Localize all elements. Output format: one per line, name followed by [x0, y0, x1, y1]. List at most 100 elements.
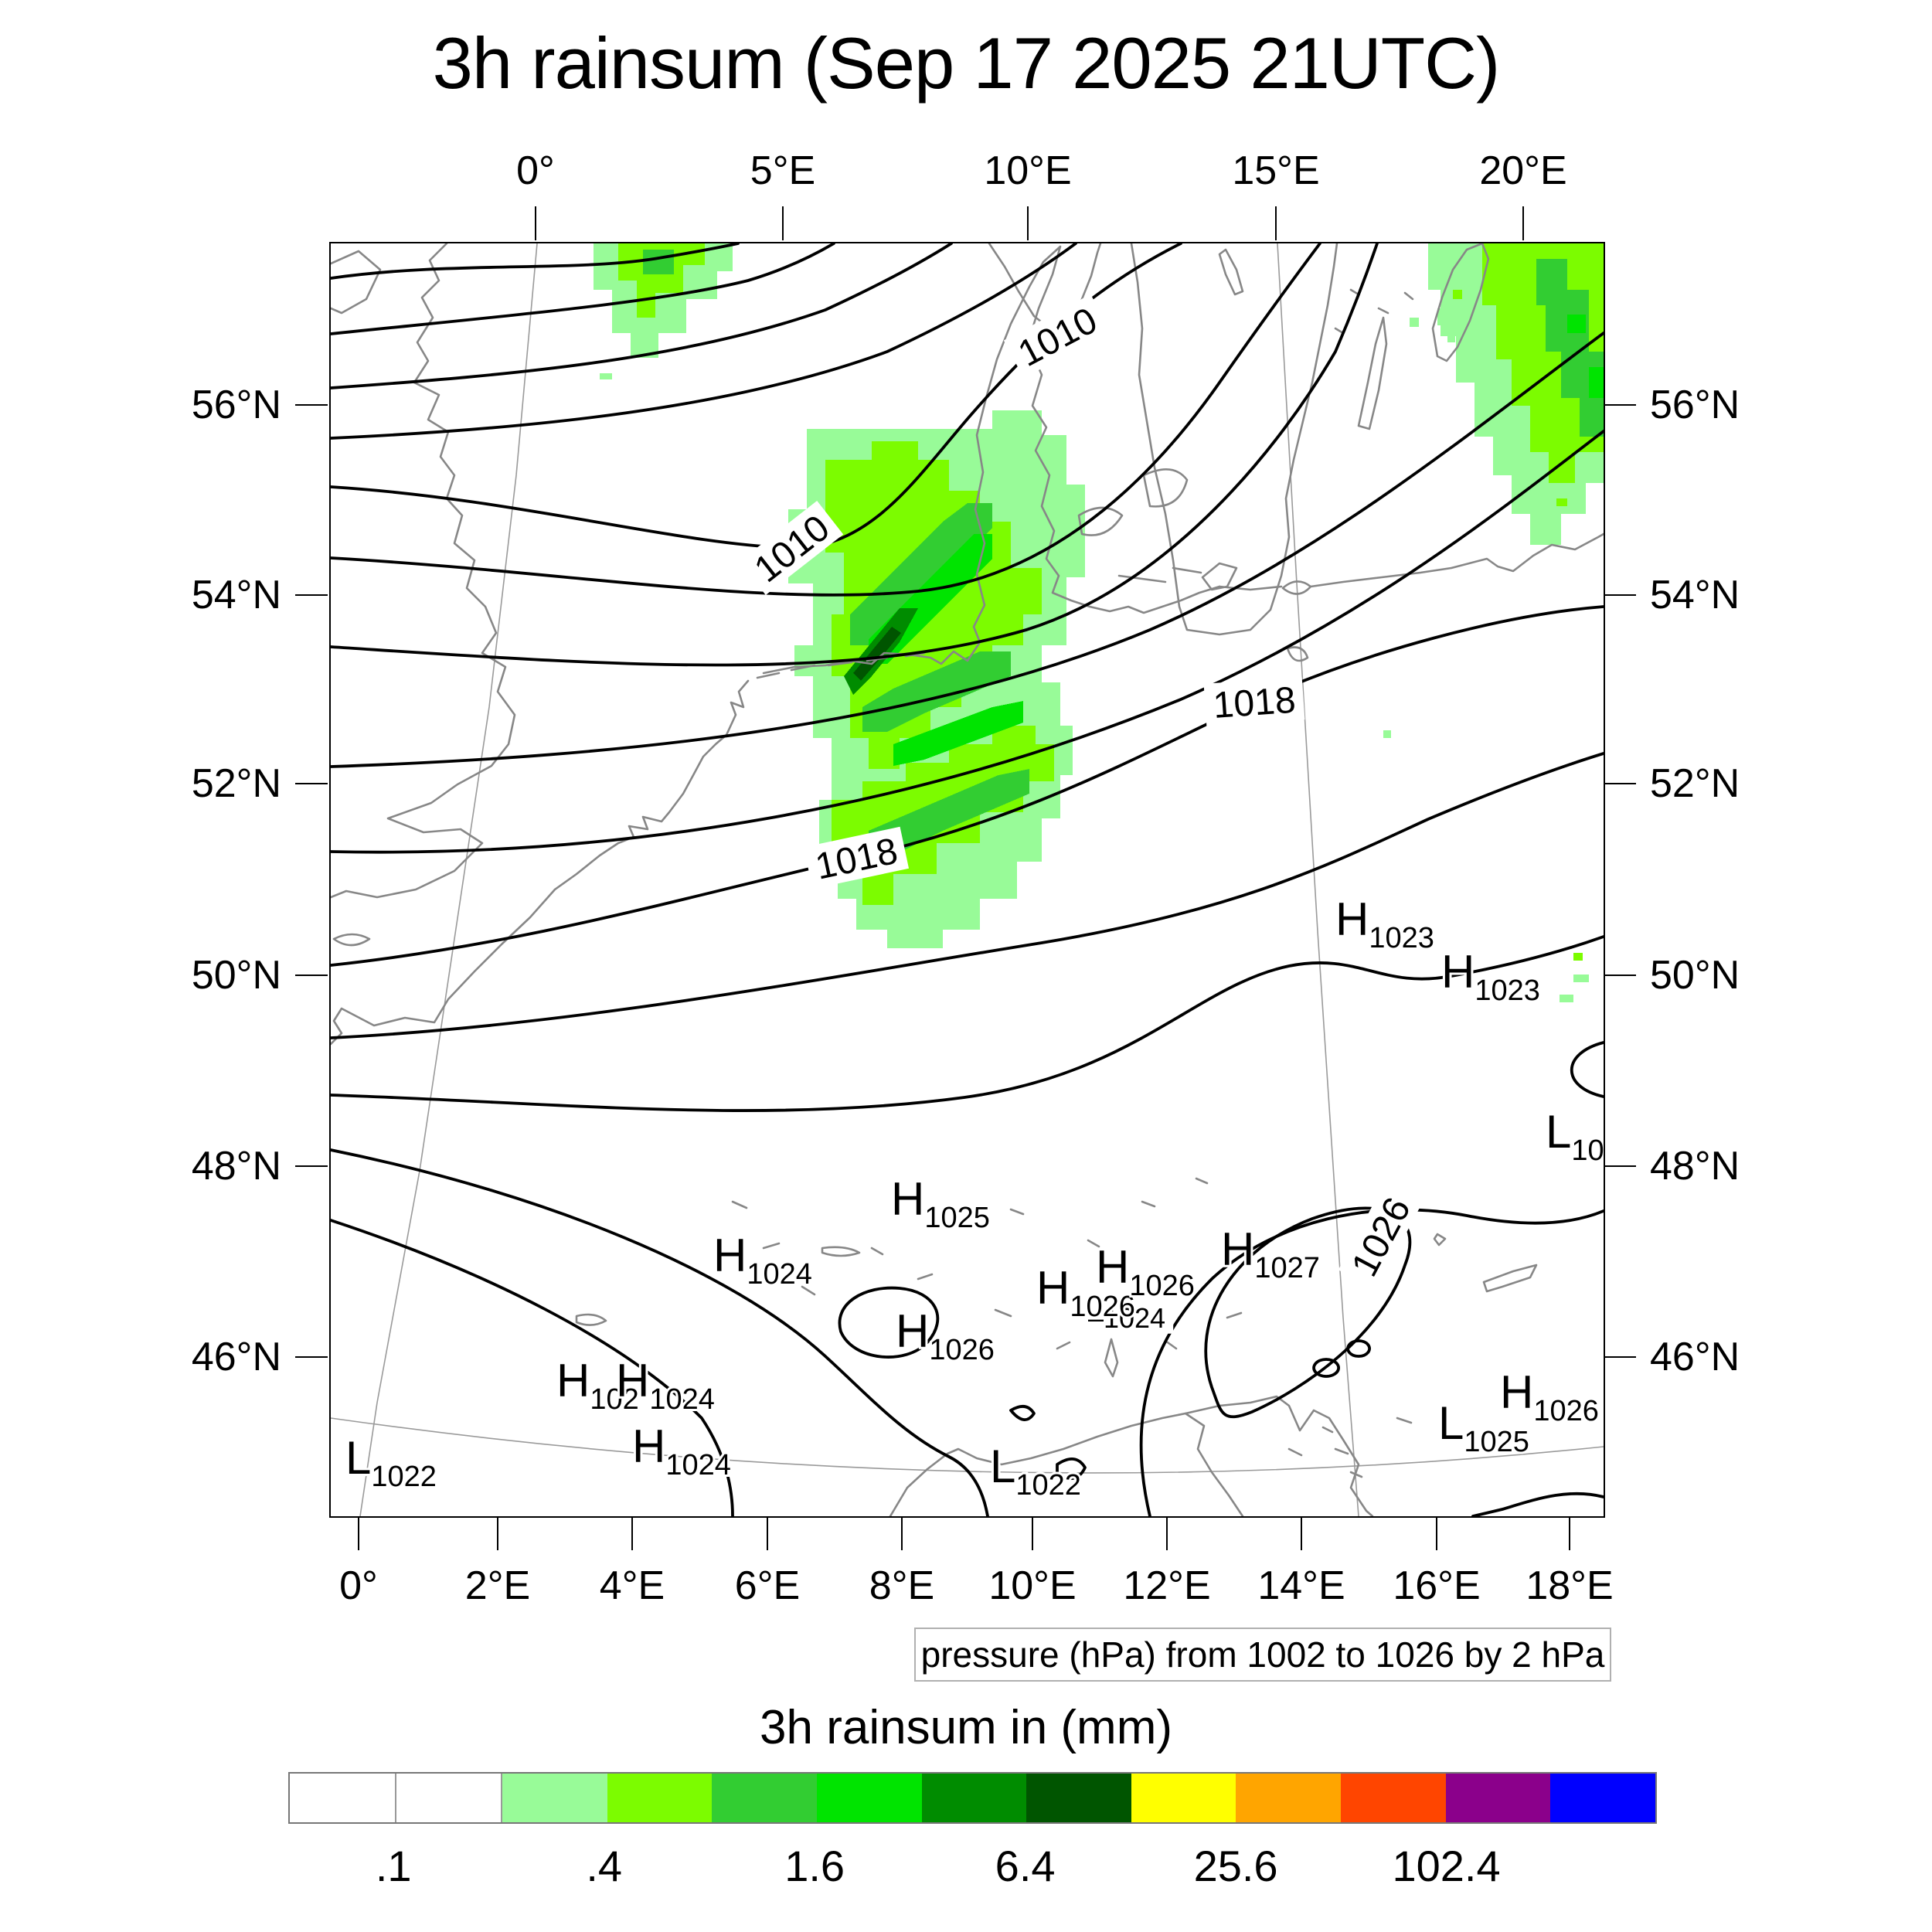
isobar-line [331, 243, 1379, 667]
left-tick [295, 404, 328, 406]
coastline [1104, 1338, 1119, 1378]
pressure-caption-text: pressure (hPa) from 1002 to 1026 by 2 hP… [920, 1634, 1605, 1675]
isobar-line [331, 1219, 734, 1516]
isobar-line [331, 243, 740, 280]
coastline [1482, 1264, 1538, 1293]
isobar-line [331, 430, 1604, 854]
coastline [1433, 1233, 1447, 1247]
isobar-line [331, 1148, 989, 1516]
bottom-tick [1301, 1516, 1302, 1550]
isobar-line [1204, 1206, 1412, 1419]
colorbar-cell [712, 1774, 818, 1822]
colorbar-cell [1026, 1774, 1131, 1822]
rain-polygon [850, 503, 992, 645]
map-svg: 10101010101810181026–1024H1023H1023L1023… [331, 243, 1604, 1516]
left-tick [295, 1356, 328, 1358]
rain-polygon [869, 769, 1029, 855]
isobar-line [331, 935, 1604, 1112]
graticule-line [359, 243, 538, 1516]
isobar-line [331, 332, 1604, 768]
right-tick [1604, 594, 1636, 596]
map-canvas: 10101010101810181026–1024H1023H1023L1023… [329, 242, 1605, 1518]
colorbar-tick-label: 6.4 [995, 1842, 1056, 1890]
colorbar [288, 1772, 1657, 1824]
top-tick [1522, 206, 1524, 240]
lon-label-bottom: 12°E [1123, 1563, 1211, 1608]
lat-label-right: 54°N [1650, 573, 1740, 617]
rain-polygon [1536, 259, 1604, 437]
colorbar-cell [290, 1774, 396, 1822]
isobar-line [1570, 1041, 1604, 1098]
pressure-center-H: H1025 [891, 1173, 990, 1234]
rain-cell [1556, 498, 1567, 506]
lon-label-bottom: 16°E [1393, 1563, 1481, 1608]
coastline [331, 243, 516, 899]
lat-label-right: 48°N [1650, 1144, 1740, 1189]
pressure-center-H: H1024 [713, 1230, 812, 1291]
rain-cell [1447, 335, 1455, 342]
lon-label-bottom: 0° [339, 1563, 378, 1608]
lon-label-top: 15°E [1232, 148, 1320, 193]
right-tick [1604, 1165, 1636, 1167]
colorbar-cell [502, 1774, 607, 1822]
pressure-center-H: H1026 [1500, 1366, 1599, 1427]
rain-cell [1383, 730, 1391, 738]
pressure-center-L: L1022 [345, 1432, 437, 1493]
colorbar-cell [396, 1774, 503, 1822]
lat-label-left: 50°N [191, 953, 281, 998]
colorbar-cell [607, 1774, 713, 1822]
isobar-line [1312, 1358, 1340, 1378]
pressure-center-L: L1025 [1438, 1397, 1529, 1458]
pressure-center-H: H1024 [632, 1420, 731, 1481]
coastline [1130, 243, 1338, 636]
rain-cell [600, 373, 612, 379]
colorbar-cell [1236, 1774, 1342, 1822]
svg-text:1026: 1026 [1344, 1191, 1419, 1283]
coastline [1184, 1395, 1374, 1516]
coastline [1077, 506, 1124, 536]
rain-cell [1573, 953, 1583, 961]
isobar-label: 1018 [1203, 677, 1305, 726]
colorbar-tick-label: 25.6 [1193, 1842, 1278, 1890]
lon-label-top: 10°E [984, 148, 1072, 193]
coastline [1321, 1426, 1363, 1478]
isobar-line [1346, 1339, 1371, 1358]
coastline [331, 250, 382, 315]
rain-cell [1560, 995, 1573, 1002]
isobar-line [1139, 1208, 1604, 1516]
lon-label-bottom: 10°E [988, 1563, 1077, 1608]
isobar-label: –1024 [1080, 1301, 1174, 1334]
svg-text:1010: 1010 [1012, 300, 1104, 375]
isobar-line [1056, 1458, 1087, 1481]
pressure-center-H: H1026 [896, 1305, 995, 1366]
page-title: 3h rainsum (Sep 17 2025 21UTC) [432, 22, 1501, 104]
isobar-line [331, 243, 835, 335]
rain-cell [1461, 359, 1468, 367]
bottom-tick [767, 1516, 768, 1550]
lon-label-top: 0° [516, 148, 555, 193]
lon-label-bottom: 18°E [1526, 1563, 1614, 1608]
coastline [575, 1313, 607, 1326]
isobar-line [838, 1286, 940, 1359]
isobar-line [1009, 1405, 1036, 1421]
top-tick [1027, 206, 1029, 240]
svg-text:–1024: –1024 [1088, 1302, 1165, 1334]
lon-label-bottom: 14°E [1257, 1563, 1345, 1608]
lon-label-top: 5°E [750, 148, 816, 193]
coastline [762, 245, 1221, 675]
isobar-line [1471, 1492, 1604, 1516]
colorbar-cell [1445, 1774, 1551, 1822]
colorbar-cell [1131, 1774, 1236, 1822]
coastline [1201, 562, 1238, 591]
lat-label-left: 52°N [191, 761, 281, 806]
coastline [1117, 566, 1202, 583]
bottom-tick [631, 1516, 633, 1550]
left-tick [295, 975, 328, 976]
lat-label-right: 52°N [1650, 761, 1740, 806]
colorbar-tick-label: 102.4 [1392, 1842, 1501, 1890]
colorbar-tick-label: .1 [375, 1842, 412, 1890]
rain-cell [1410, 318, 1419, 327]
left-tick [295, 1165, 328, 1167]
isobar-line [331, 243, 1321, 597]
right-tick [1604, 1356, 1636, 1358]
